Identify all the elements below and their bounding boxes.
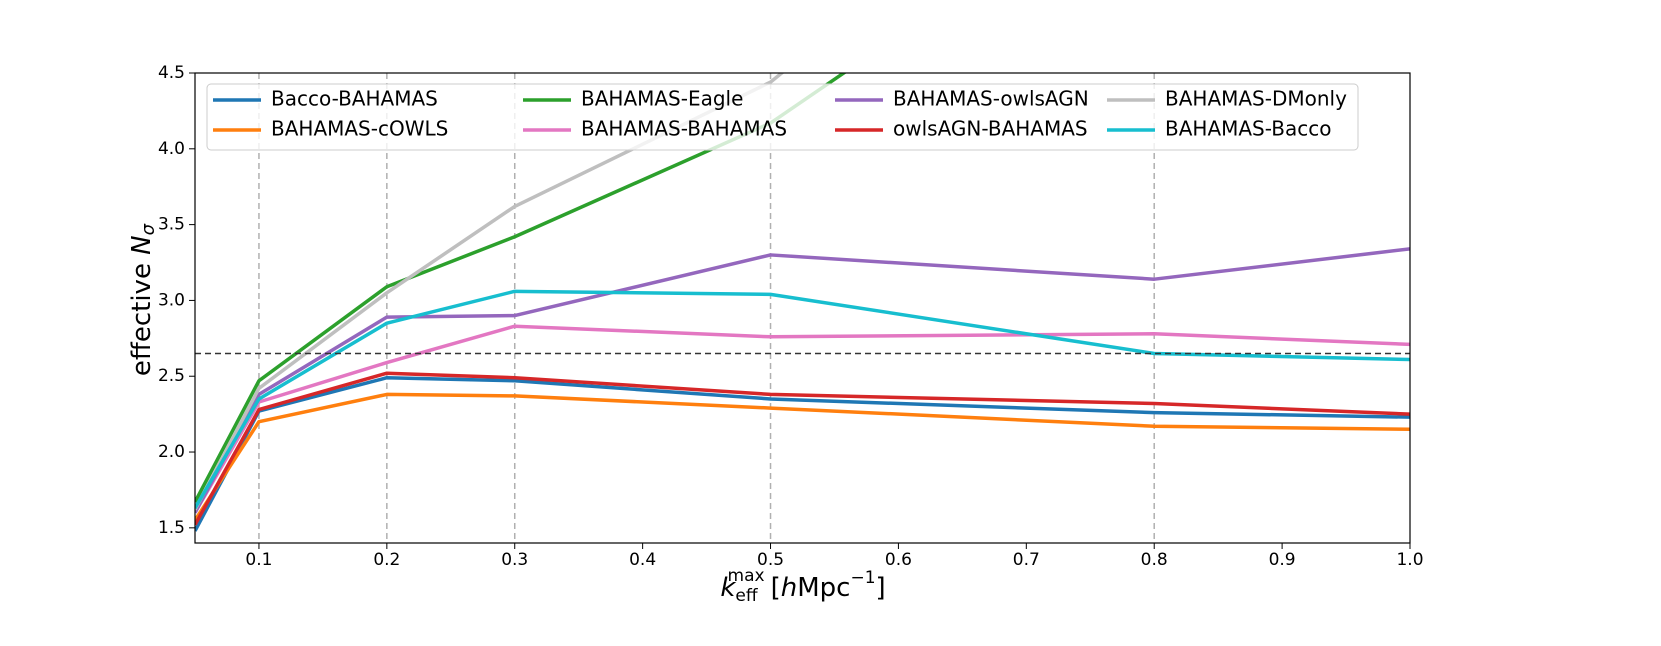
series-line [195,73,847,503]
y-tick-label: 4.5 [158,63,185,83]
grid [258,73,1155,543]
legend: Bacco-BAHAMAS BAHAMAS-cOWLS BAHAMAS-Eagle B… [213,87,1347,141]
legend-label: BAHAMAS-cOWLS [271,117,448,141]
y-tick-label: 2.5 [158,366,185,386]
x-tick-label: 0.4 [629,550,656,570]
x-tick-label: 0.1 [245,550,272,570]
legend-label: owlsAGN-BAHAMAS [893,117,1088,141]
legend-label: BAHAMAS-Bacco [1165,117,1331,141]
legend-box [206,83,1359,151]
y-tick-label: 1.5 [158,518,185,538]
plot-frame [194,72,1411,544]
legend-label: BAHAMAS-Eagle [581,87,743,111]
legend-label: BAHAMAS-BAHAMAS [581,117,787,141]
y-axis-label: effective Nσ [127,223,160,376]
x-tick-label: 0.7 [1013,550,1040,570]
series-line [195,289,1410,510]
x-tick-label: 0.5 [757,550,784,570]
x-tick-label: 1.0 [1396,550,1423,570]
y-tick-label: 4.0 [158,139,185,159]
x-tick-label: 0.6 [885,550,912,570]
series-line [195,73,785,511]
x-tick-label: 0.3 [501,550,528,570]
lines [195,73,1410,532]
x-tick-label: 0.9 [1269,550,1296,570]
legend-label: Bacco-BAHAMAS [271,87,438,111]
axes: 0.1 0.2 0.3 0.4 0.5 0.6 0.7 0.8 0.9 1.0 1.5 2.0 2.5 3… [158,63,1424,570]
x-tick-label: 0.2 [373,550,400,570]
legend-label: BAHAMAS-DMonly [1165,87,1347,111]
legend-label: BAHAMAS-owlsAGN [893,87,1089,111]
x-axis-label: keffmax [hMpc−1] [720,566,885,606]
series-line [195,392,1410,522]
x-tick-label: 0.8 [1141,550,1168,570]
y-tick-label: 3.0 [158,290,185,310]
y-tick-label: 3.5 [158,215,185,235]
series-line [195,375,1410,532]
y-tick-label: 2.0 [158,442,185,462]
series-line [195,247,1410,514]
series-line [195,371,1410,526]
